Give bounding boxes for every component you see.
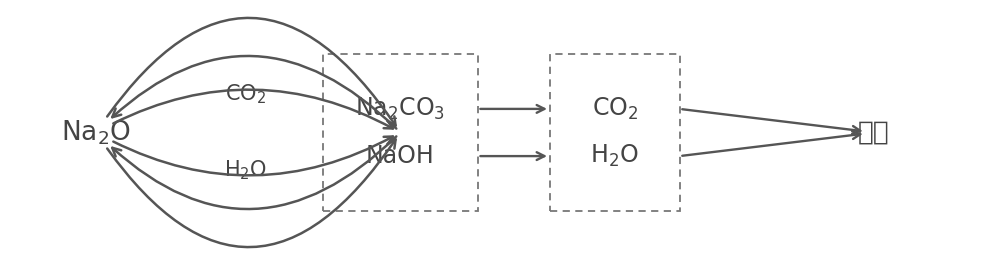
Text: CO$_2$: CO$_2$ [225,83,266,106]
Text: Na$_2$CO$_3$: Na$_2$CO$_3$ [355,96,445,122]
Text: CO$_2$: CO$_2$ [592,96,638,122]
Bar [323,54,478,211]
Bar [550,54,680,211]
Text: H$_2$O: H$_2$O [590,143,639,169]
Text: Na$_2$O: Na$_2$O [61,118,131,147]
Text: H$_2$O: H$_2$O [224,159,267,182]
Text: 产物: 产物 [858,120,890,145]
Text: NaOH: NaOH [366,144,435,168]
